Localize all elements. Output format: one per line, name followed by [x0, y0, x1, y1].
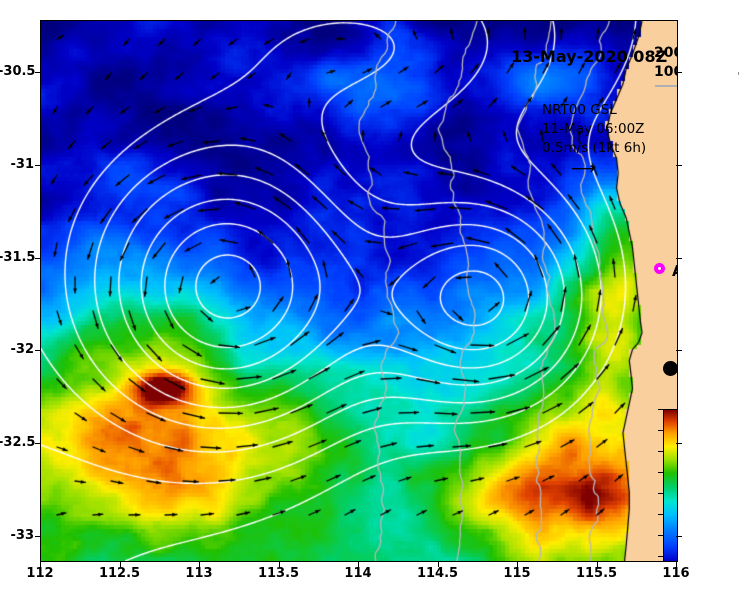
x-tick-label: 112 [26, 566, 54, 581]
map-plot-area[interactable]: 13-May-2020 08Z 200m 1000m NRT00 GSL 11-… [40, 20, 678, 562]
x-tick [676, 561, 677, 567]
depth-legend-1000m: 1000m [654, 64, 677, 80]
colorbar-tick [658, 493, 663, 494]
y-tick-right [676, 535, 682, 537]
x-tick [40, 561, 41, 567]
x-tick [437, 561, 439, 567]
x-tick [278, 561, 280, 567]
current-scale-label: 0.5m/s (1kt 6h) [542, 140, 647, 156]
x-tick [119, 561, 121, 567]
colorbar-tick [658, 451, 663, 452]
y-tick [35, 71, 41, 73]
x-tick [199, 561, 200, 567]
perth-city-marker-icon[interactable] [663, 361, 677, 376]
y-tick [35, 350, 41, 352]
x-tick [358, 561, 359, 567]
argo-float-marker-icon[interactable] [654, 263, 665, 274]
current-scale-arrow-icon: ⟶ [571, 159, 596, 179]
depth-legend-line [655, 85, 677, 87]
y-tick [35, 257, 41, 259]
x-tick-label: 115 [503, 566, 531, 581]
y-tick [35, 443, 41, 445]
colorbar-gradient [664, 410, 677, 561]
depth-legend-200m: 200m [654, 45, 677, 61]
x-tick-label: 112.5 [98, 566, 141, 581]
colorbar[interactable] [663, 409, 677, 561]
x-tick-label: 114.5 [416, 566, 459, 581]
map-title-date: 13-May-2020 08Z [511, 47, 668, 66]
x-tick [596, 561, 598, 567]
y-tick-right [676, 164, 682, 166]
colorbar-tick [658, 409, 663, 410]
current-source-label: NRT00 GSL [542, 102, 617, 118]
x-tick [517, 561, 518, 567]
x-tick-label: 113 [185, 566, 213, 581]
colorbar-tick [658, 556, 663, 557]
y-tick-label: -33 [10, 527, 35, 543]
y-tick [35, 535, 41, 537]
colorbar-tick [658, 535, 663, 536]
colorbar-tick [658, 430, 663, 431]
y-tick-label: -32 [10, 342, 35, 358]
y-tick-label: -30.5 [0, 63, 36, 79]
y-tick-label: -32.5 [0, 435, 36, 451]
colorbar-tick [658, 514, 663, 515]
colorbar-tick [658, 472, 663, 473]
y-tick-right [676, 257, 682, 259]
x-tick-label: 113.5 [257, 566, 300, 581]
y-tick-right [676, 350, 682, 352]
y-tick-right [676, 443, 682, 445]
argo-float-label: Argo [672, 262, 677, 280]
y-tick-right [676, 71, 682, 73]
y-tick-label: -31.5 [0, 249, 36, 265]
y-tick [35, 164, 41, 166]
current-validtime-label: 11-May 06:00Z [542, 121, 645, 137]
y-tick-label: -31 [10, 156, 35, 172]
sst-age-heatmap-canvas[interactable] [41, 21, 677, 561]
x-tick-label: 114 [344, 566, 372, 581]
x-tick-label: 116 [662, 566, 690, 581]
x-tick-label: 115.5 [575, 566, 618, 581]
